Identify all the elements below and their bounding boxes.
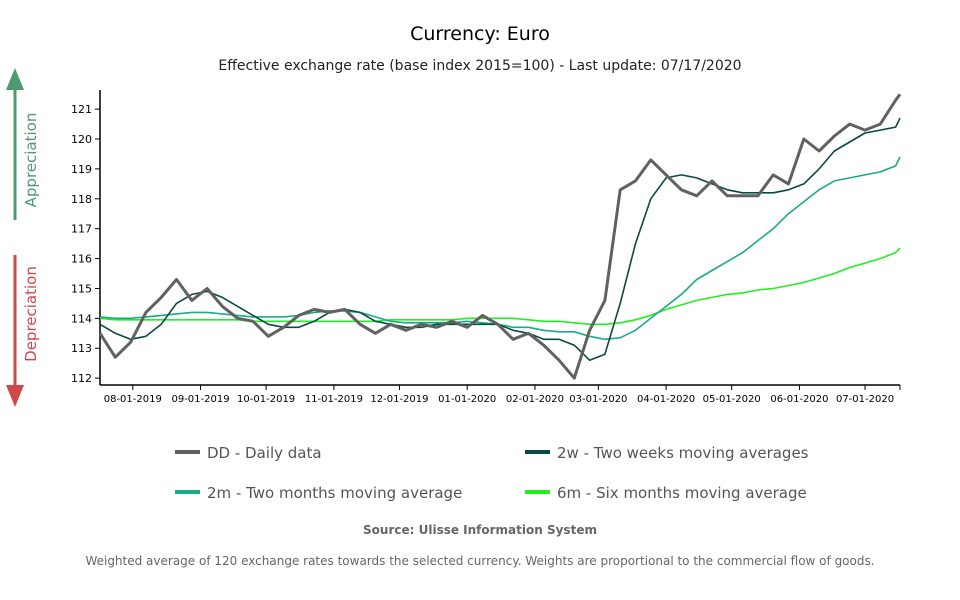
chart-title: Currency: Euro (410, 23, 550, 45)
legend-label-2w: 2w - Two weeks moving averages (557, 444, 809, 462)
x-tick-label: 02-01-2020 (506, 394, 564, 405)
x-tick-label: 06-01-2020 (770, 394, 828, 405)
source-text: Source: Ulisse Information System (363, 523, 597, 537)
x-tick-label: 05-01-2020 (703, 394, 761, 405)
arrow-down-icon (6, 385, 24, 407)
legend-item-dd[interactable]: DD - Daily data (175, 444, 322, 462)
y-tick-label: 112 (71, 372, 92, 385)
legend-item-6m[interactable]: 6m - Six months moving average (525, 484, 807, 502)
legend-item-2w[interactable]: 2w - Two weeks moving averages (525, 444, 809, 462)
axes: 112 113 114 115 116 117 118 119 120 121 08-01-2019… (71, 90, 901, 405)
legend-label-dd: DD - Daily data (207, 444, 322, 462)
y-tick-label: 115 (71, 282, 92, 295)
appreciation-label: Appreciation (22, 113, 40, 208)
y-tick-label: 113 (71, 342, 92, 355)
depreciation-indicator: Depreciation (6, 255, 40, 407)
y-tick-label: 116 (71, 253, 92, 266)
y-tick-label: 117 (71, 223, 92, 236)
x-tick-label: 08-01-2019 (104, 394, 162, 405)
y-tick-label: 119 (71, 163, 92, 176)
y-tick-label: 120 (71, 133, 92, 146)
x-tick-label: 09-01-2019 (171, 394, 229, 405)
depreciation-label: Depreciation (22, 266, 40, 362)
y-tick-label: 114 (71, 312, 92, 325)
y-tick-label: 118 (71, 193, 92, 206)
appreciation-indicator: Appreciation (6, 68, 40, 220)
series-lines (98, 93, 902, 380)
legend-label-6m: 6m - Six months moving average (557, 484, 807, 502)
legend-label-2m: 2m - Two months moving average (207, 484, 462, 502)
series-line-2m (99, 156, 901, 341)
x-tick-label: 12-01-2019 (370, 394, 428, 405)
y-tick-label: 121 (71, 103, 92, 116)
footnote-text: Weighted average of 120 exchange rates t… (85, 554, 874, 568)
series-line-2w (99, 117, 901, 362)
x-tick-label: 11-01-2019 (305, 394, 363, 405)
x-tick-label: 10-01-2019 (237, 394, 295, 405)
series-line-6m (99, 247, 901, 326)
arrow-up-icon (6, 68, 24, 90)
x-tick-label: 07-01-2020 (836, 394, 894, 405)
x-tick-label: 04-01-2020 (637, 394, 695, 405)
chart-subtitle: Effective exchange rate (base index 2015… (218, 58, 741, 74)
legend-item-2m[interactable]: 2m - Two months moving average (175, 484, 462, 502)
x-tick-label: 03-01-2020 (569, 394, 627, 405)
legend: DD - Daily data 2w - Two weeks moving av… (175, 444, 809, 502)
series-line-dd (98, 93, 902, 380)
x-tick-label: 01-01-2020 (438, 394, 496, 405)
